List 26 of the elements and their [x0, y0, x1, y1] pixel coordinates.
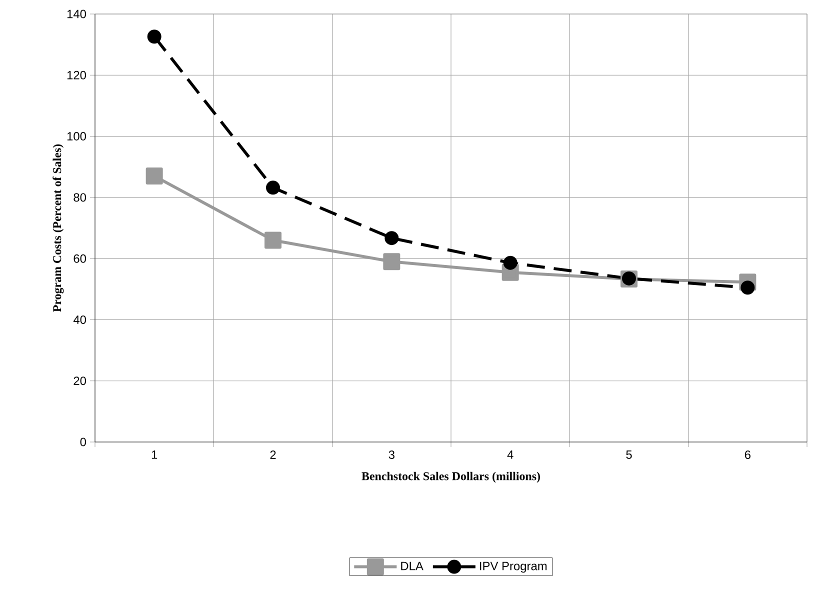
x-tick-label: 2 — [270, 450, 276, 459]
y-tick-label: 40 — [73, 315, 86, 324]
y-tick-label: 60 — [74, 254, 86, 263]
y-tick-label: 80 — [74, 193, 86, 202]
y-tick-label: 100 — [67, 132, 86, 141]
y-tick-label: 140 — [67, 10, 86, 18]
y-tick-label: 0 — [80, 438, 86, 446]
point — [740, 280, 755, 295]
point — [384, 231, 399, 246]
y-tick-label: 20 — [74, 376, 86, 386]
legend-label: IPV Program — [480, 562, 547, 573]
x-tick-label: 6 — [744, 450, 750, 459]
x-axis-title: Benchstock Sales Dollars (millions) — [362, 472, 540, 483]
y-tick-label: 120 — [67, 70, 86, 80]
x-tick-label: 3 — [388, 450, 394, 459]
point — [503, 256, 518, 270]
x-tick-label: 5 — [626, 450, 632, 459]
point — [147, 30, 162, 44]
point — [146, 168, 163, 185]
y-axis-title: Program Costs (Percent of Sales) — [52, 144, 64, 312]
point — [264, 232, 282, 249]
point — [383, 253, 400, 270]
point — [266, 180, 280, 195]
legend-label: DLA — [401, 562, 424, 570]
x-tick-label: 4 — [507, 450, 514, 459]
x-tick-label: 1 — [152, 450, 158, 459]
